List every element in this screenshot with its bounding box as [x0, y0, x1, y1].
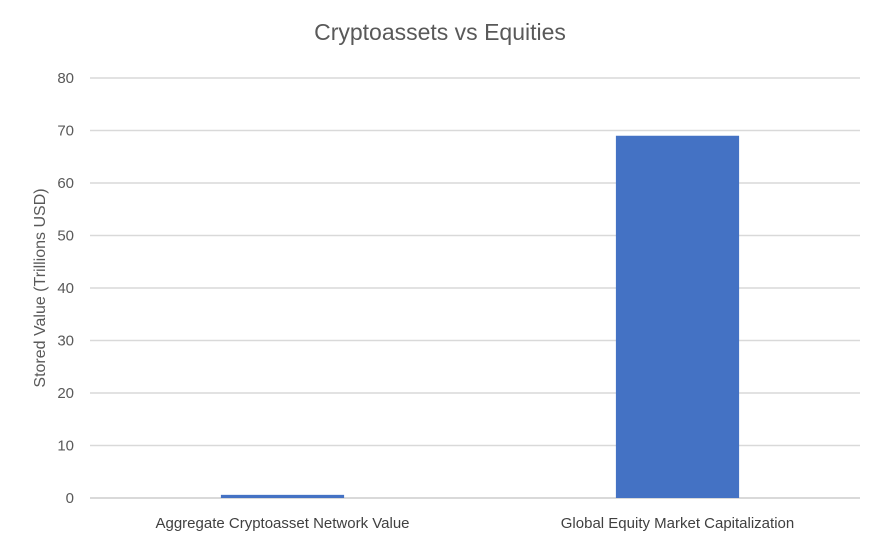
- y-tick-label: 60: [57, 175, 74, 192]
- bar: [615, 135, 740, 498]
- chart-title: Cryptoassets vs Equities: [314, 19, 566, 45]
- y-tick-label: 30: [57, 333, 74, 350]
- y-tick-label: 80: [57, 70, 74, 87]
- y-tick-label: 10: [57, 438, 74, 455]
- x-category-label: Global Equity Market Capitalization: [561, 515, 794, 532]
- y-tick-label: 70: [57, 123, 74, 140]
- y-tick-label: 20: [57, 385, 74, 402]
- bars: [220, 135, 740, 498]
- y-axis-label: Stored Value (Trillions USD): [32, 188, 49, 387]
- gridlines: [90, 77, 860, 499]
- x-axis-categories: Aggregate Cryptoasset Network Value Globa…: [155, 515, 794, 532]
- y-tick-label: 40: [57, 280, 74, 297]
- y-tick-label: 50: [57, 228, 74, 245]
- y-tick-label: 0: [66, 490, 74, 507]
- y-axis-ticks: 0 10 20 30 40 50 60 70 80: [57, 70, 74, 507]
- x-category-label: Aggregate Cryptoasset Network Value: [155, 515, 409, 532]
- bar: [220, 494, 345, 498]
